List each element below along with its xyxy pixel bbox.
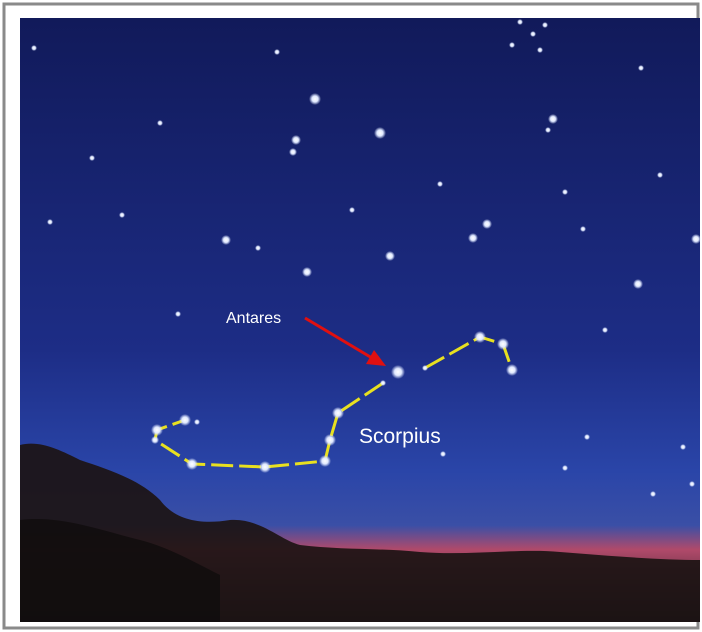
constellation-label: Scorpius — [359, 425, 441, 448]
star-label: Antares — [226, 310, 281, 327]
scene: Antares Scorpius — [0, 0, 702, 632]
page: Antares Scorpius (() => { const data = J… — [0, 0, 702, 632]
